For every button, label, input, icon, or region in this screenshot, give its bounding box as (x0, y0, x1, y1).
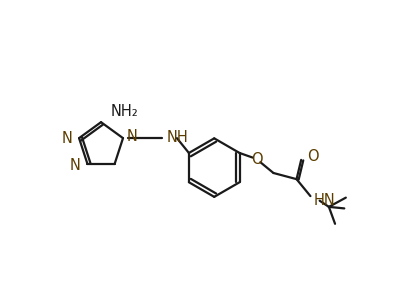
Text: N: N (61, 131, 72, 146)
Text: NH: NH (167, 130, 189, 145)
Text: O: O (307, 149, 319, 164)
Text: NH₂: NH₂ (110, 104, 138, 119)
Text: N: N (127, 129, 138, 144)
Text: N: N (70, 158, 80, 173)
Text: HN: HN (314, 193, 335, 208)
Text: O: O (250, 152, 262, 167)
